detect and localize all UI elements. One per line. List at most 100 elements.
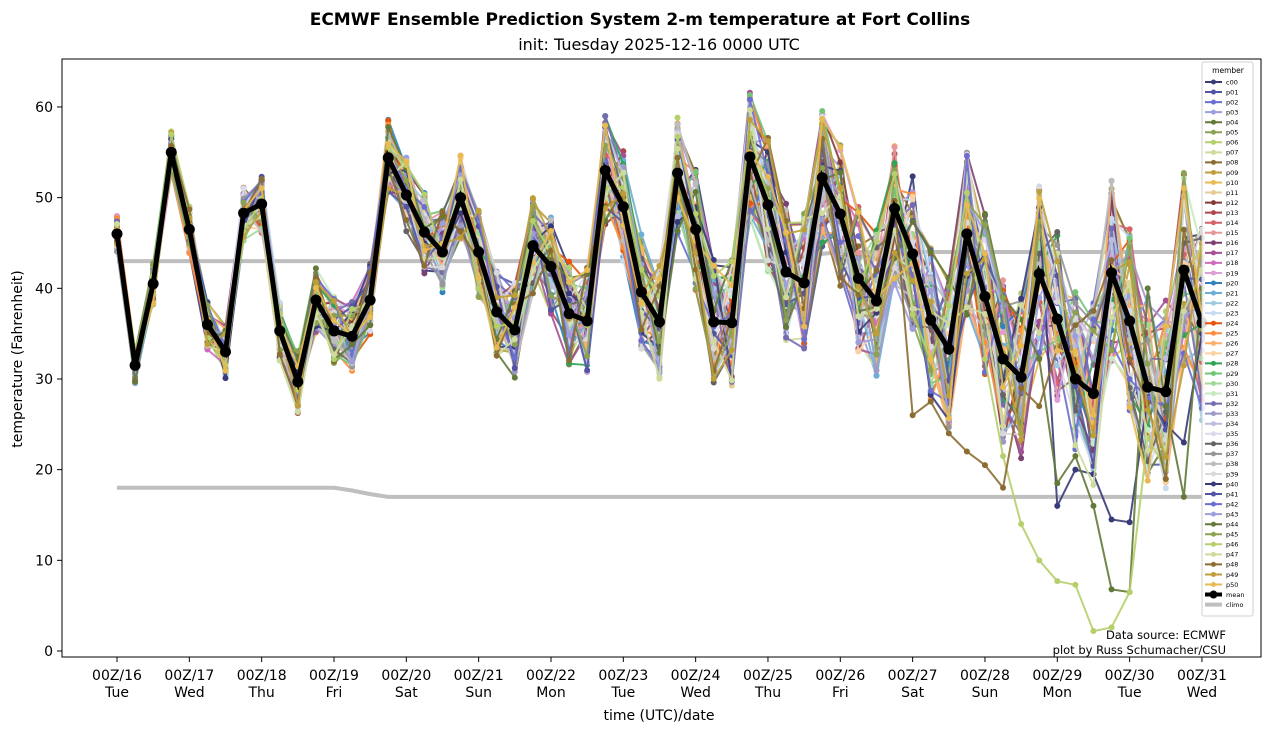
- legend-marker: [1211, 521, 1216, 527]
- x-tick-label-day: Thu: [754, 685, 781, 701]
- member-point-p45: [927, 367, 934, 374]
- mean-point: [726, 317, 738, 329]
- member-point-p49: [602, 205, 609, 212]
- legend-item-p23: p23: [1205, 309, 1238, 317]
- mean-point: [907, 248, 919, 260]
- x-tick-label-day: Fri: [326, 685, 343, 701]
- member-point-p50: [222, 367, 229, 374]
- member-point-p34: [1108, 237, 1115, 244]
- member-point-p50: [1162, 323, 1169, 330]
- member-point-p45: [1090, 327, 1097, 334]
- member-point-p50: [421, 247, 428, 254]
- legend-marker: [1211, 411, 1216, 417]
- legend-label: p49: [1226, 571, 1238, 579]
- member-point-p46: [728, 258, 735, 265]
- member-point-p49: [656, 262, 663, 269]
- member-point-p44: [1144, 285, 1151, 292]
- legend-item-p07: p07: [1205, 149, 1238, 157]
- legend-title: member: [1212, 66, 1245, 75]
- legend-marker: [1211, 280, 1216, 286]
- x-tick-label-day: Fri: [832, 685, 849, 701]
- member-point-p45: [873, 351, 880, 358]
- legend-item-p33: p33: [1205, 410, 1238, 418]
- legend-label: p47: [1226, 551, 1238, 559]
- x-tick-label-day: Tue: [610, 685, 635, 701]
- x-axis-label: time (UTC)/date: [603, 708, 714, 724]
- member-point-p28: [819, 239, 826, 246]
- member-point-p33: [1090, 355, 1097, 362]
- member-point-p49: [511, 292, 518, 299]
- member-point-p48: [873, 267, 880, 274]
- legend-label: p10: [1226, 179, 1238, 187]
- mean-point: [581, 315, 593, 327]
- mean-point: [201, 319, 213, 331]
- mean-point: [617, 201, 629, 213]
- legend-item-p37: p37: [1205, 450, 1238, 458]
- mean-point: [328, 325, 340, 337]
- member-point-p50: [801, 323, 808, 330]
- member-point-p47: [1000, 423, 1007, 430]
- legend-label: p36: [1226, 440, 1238, 448]
- member-point-p50: [783, 229, 790, 236]
- x-tick-label-time: 00Z/26: [815, 668, 865, 684]
- legend-item-p24: p24: [1205, 320, 1238, 328]
- member-point-p47: [855, 313, 862, 320]
- mean-point: [129, 359, 141, 371]
- mean-point: [1106, 267, 1118, 279]
- member-point-p46: [421, 191, 428, 198]
- legend-label: p37: [1226, 450, 1238, 458]
- data-source-note: Data source: ECMWF: [1106, 628, 1226, 642]
- mean-point: [889, 203, 901, 215]
- mean-point: [256, 198, 268, 210]
- legend-item-p35: p35: [1205, 430, 1238, 438]
- member-point-p48: [566, 357, 573, 364]
- member-point-p40: [566, 290, 573, 297]
- member-point-p20: [439, 289, 446, 296]
- member-point-p44: [909, 218, 916, 225]
- plot-area: [111, 89, 1208, 635]
- x-tick-label-time: 00Z/16: [92, 668, 142, 684]
- legend-item-p48: p48: [1205, 561, 1238, 569]
- x-tick-label-time: 00Z/28: [960, 668, 1010, 684]
- member-point-p47: [457, 176, 464, 183]
- x-tick-label-time: 00Z/31: [1177, 668, 1227, 684]
- y-tick-label: 30: [35, 372, 53, 388]
- mean-point: [274, 325, 286, 337]
- member-point-p46: [1090, 628, 1097, 635]
- member-point-p39: [891, 264, 898, 271]
- climo-line-lower: [117, 485, 1202, 499]
- member-point-p17: [1162, 297, 1169, 304]
- mean-point: [364, 294, 376, 306]
- member-point-p32: [783, 334, 790, 341]
- member-point-p46: [891, 171, 898, 178]
- mean-point: [1015, 371, 1027, 383]
- mean-point: [509, 324, 521, 336]
- member-point-p44: [692, 188, 699, 195]
- member-point-p43: [1072, 333, 1079, 340]
- member-point-p49: [728, 347, 735, 354]
- member-point-p50: [258, 185, 265, 192]
- member-point-p28: [891, 160, 898, 167]
- mean-point: [997, 353, 1009, 365]
- member-point-p48: [1108, 257, 1115, 264]
- legend-item-p04: p04: [1205, 119, 1238, 127]
- member-point-p06: [674, 114, 681, 121]
- mean-point: [798, 277, 810, 289]
- member-point-p43: [457, 172, 464, 179]
- legend-marker: [1211, 230, 1216, 236]
- member-point-p35: [367, 328, 374, 335]
- member-point-p44: [837, 169, 844, 176]
- member-point-p46: [909, 311, 916, 318]
- member-point-p48: [837, 274, 844, 281]
- member-point-p39: [439, 264, 446, 271]
- member-point-p40: [1108, 516, 1115, 523]
- member-point-p50: [1144, 477, 1151, 484]
- credit-note: plot by Russ Schumacher/CSU: [1053, 643, 1226, 657]
- member-point-p47: [963, 304, 970, 311]
- mean-point: [473, 246, 485, 258]
- member-point-p40: [710, 256, 717, 263]
- member-point-p33: [873, 367, 880, 374]
- legend-item-p28: p28: [1205, 360, 1238, 368]
- member-point-p47: [114, 221, 120, 228]
- member-point-p46: [710, 273, 717, 280]
